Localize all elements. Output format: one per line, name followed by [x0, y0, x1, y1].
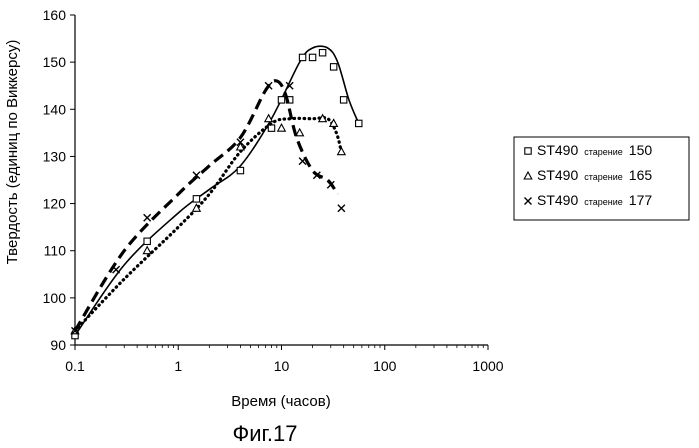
y-tick-label: 120: [43, 196, 67, 212]
data-point: [319, 50, 325, 56]
y-tick-label: 130: [43, 148, 67, 164]
data-point: [340, 97, 346, 103]
data-point: [356, 120, 362, 126]
data-point: [278, 124, 286, 131]
y-tick-label: 110: [44, 243, 67, 259]
y-tick-label: 100: [43, 290, 67, 306]
x-tick-label: 100: [373, 358, 397, 374]
data-point: [299, 54, 305, 60]
y-tick-label: 90: [50, 337, 66, 353]
y-axis-title: Твердость (единиц по Виккерсу): [4, 40, 21, 265]
x-tick-label: 1000: [472, 358, 503, 374]
x-tick-label: 0.1: [65, 358, 85, 374]
data-point: [299, 158, 306, 165]
legend-marker-icon: [525, 148, 531, 154]
series-layer: [71, 46, 362, 339]
x-axis-ticks: 0.1 1 10 100 1000: [65, 345, 504, 374]
y-tick-label: 140: [43, 101, 67, 117]
legend: ST490старение150ST490старение165ST490ста…: [514, 137, 689, 220]
data-point: [237, 167, 243, 173]
x-tick-label: 10: [274, 358, 290, 374]
data-point: [338, 205, 345, 212]
data-point: [144, 238, 150, 244]
data-point: [330, 64, 336, 70]
x-axis-title: Время (часов): [231, 393, 330, 410]
x-tick-label: 1: [174, 358, 182, 374]
data-point: [113, 266, 120, 273]
data-point: [309, 54, 315, 60]
y-tick-label: 150: [43, 54, 67, 70]
data-point: [268, 125, 274, 131]
data-point: [143, 247, 151, 254]
data-point: [338, 148, 346, 155]
series-150: [72, 46, 362, 339]
data-point: [144, 214, 151, 221]
data-point: [278, 97, 284, 103]
series-trend-line: [75, 46, 359, 335]
figure-caption: Фиг.17: [233, 421, 298, 446]
y-axis-ticks: 90 100 110 120 130 140 150 160: [43, 7, 75, 353]
plot-area: 0.11101001000 90100110120130140150160: [43, 7, 504, 374]
y-tick-label: 160: [43, 7, 67, 23]
data-point: [193, 196, 199, 202]
series-165: [71, 115, 345, 334]
